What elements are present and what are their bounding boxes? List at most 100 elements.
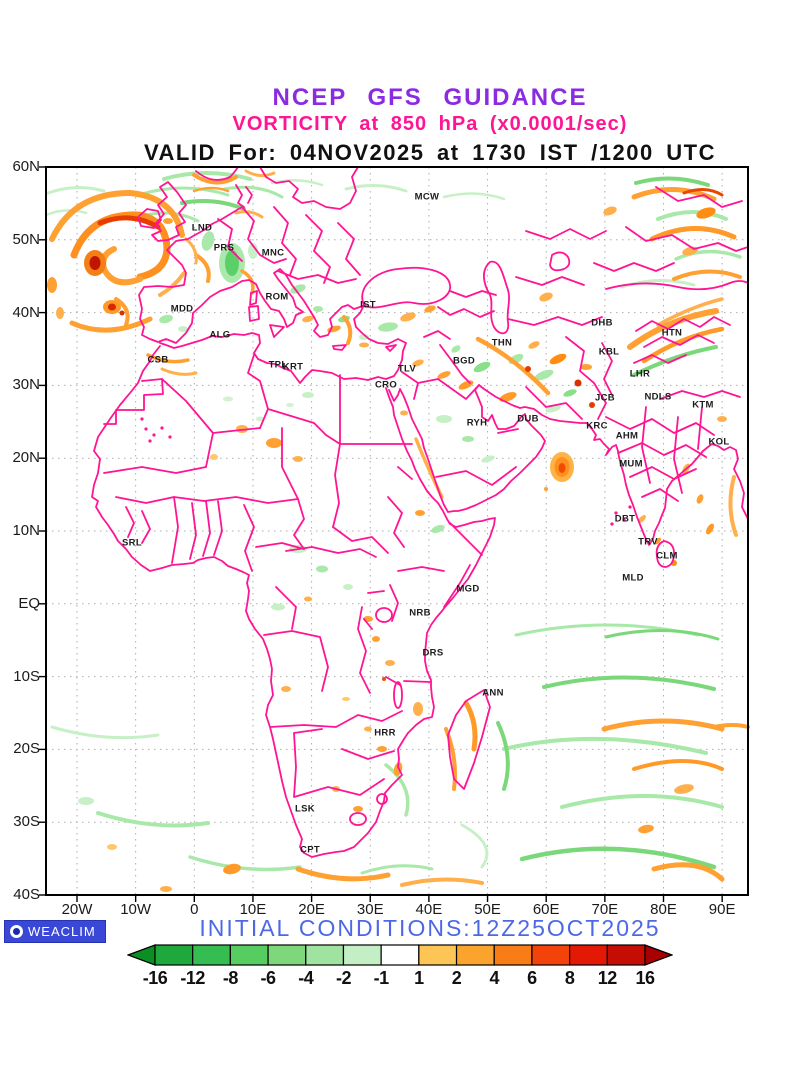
city-label: NDLS <box>644 391 672 403</box>
city-label: MDD <box>170 303 194 315</box>
colorbar-tick-label: 2 <box>451 968 462 988</box>
city-label: CSB <box>147 354 169 366</box>
logo-ring-icon <box>10 925 23 938</box>
chart-subtitle: VORTICITY at 850 hPa (x0.0001/sec) <box>232 113 628 135</box>
colorbar-tick-label: -8 <box>222 968 239 988</box>
colorbar-tick-label: -2 <box>335 968 352 988</box>
city-label: BGD <box>452 355 476 367</box>
city-label: MLD <box>622 572 644 584</box>
lat-tick-label: 20S <box>13 740 40 758</box>
city-label: ALG <box>209 329 231 341</box>
lat-tick-label: 40S <box>13 886 40 903</box>
colorbar-cell <box>305 944 345 966</box>
city-label: NRB <box>409 607 431 619</box>
city-label: DHB <box>591 317 613 329</box>
colorbar-cell <box>342 944 382 966</box>
city-label: THN <box>491 337 513 349</box>
lon-tick-label: 40E <box>415 901 443 918</box>
colorbar-cell <box>267 944 307 966</box>
lat-tick-label: 10N <box>12 522 40 539</box>
colorbar-cell <box>531 944 571 966</box>
city-label: KTM <box>692 399 714 411</box>
city-label: HTN <box>661 327 683 339</box>
lat-tick-label: 60N <box>12 158 40 175</box>
city-label: CPT <box>300 844 320 856</box>
lon-tick-label: 70E <box>591 901 619 918</box>
city-label: MNC <box>261 247 285 259</box>
city-label: MGD <box>456 583 480 595</box>
city-label: DUB <box>517 413 539 425</box>
city-label: PRS <box>213 242 235 254</box>
colorbar-scale-labels: -16 -12 -8 -6 -4 -2 -1 1 2 4 6 8 12 16 <box>127 968 673 988</box>
colorbar-tick-label: -6 <box>260 968 277 988</box>
city-label: MCW <box>414 191 440 203</box>
colorbar-cell <box>569 944 608 966</box>
colorbar-cell <box>154 944 194 966</box>
city-label: LND <box>191 222 213 234</box>
grid-lines <box>46 167 748 895</box>
lat-tick-label: 20N <box>12 449 40 467</box>
city-label: AHM <box>615 430 639 442</box>
map-frame <box>45 166 749 896</box>
colorbar-cell <box>380 944 420 966</box>
lon-tick-label: 80E <box>650 901 677 918</box>
colorbar-svg <box>126 944 674 966</box>
longitude-axis: 20W 10W 0 10E 20E 30E 40E 50E 60E 70E 80E 90E <box>46 895 748 919</box>
city-label: KBL <box>598 346 620 358</box>
weaclim-logo: WEACLIM <box>4 920 106 943</box>
city-label: KOL <box>708 436 730 448</box>
lon-tick-label: 30E <box>356 901 384 918</box>
city-label: SRL <box>122 537 142 549</box>
city-label: DRS <box>422 647 444 659</box>
latitude-axis: 60N 50N 40N 30N 20N 10N EQ 10S 20S 30S 40S <box>0 158 40 903</box>
colorbar-tick-label: 12 <box>597 968 618 988</box>
negative-vorticity-shading <box>44 171 742 875</box>
city-label: LHR <box>629 368 651 380</box>
colorbar-tick-label: 8 <box>564 968 575 988</box>
city-label: TRV <box>638 536 658 548</box>
city-label: MUM <box>619 458 643 470</box>
lat-tick-label: 30S <box>13 813 40 831</box>
colorbar-tick-label: -1 <box>373 968 390 988</box>
city-label: LSK <box>295 803 315 815</box>
colorbar-tick-label: 16 <box>635 968 655 988</box>
colorbar-tick-label: -4 <box>298 968 314 988</box>
colorbar-cell <box>418 944 458 966</box>
colorbar-left-arrow <box>126 944 156 966</box>
lon-tick-label: 60E <box>532 901 560 918</box>
lat-tick-label: 50N <box>12 230 40 248</box>
lat-tick-label: 30N <box>12 376 40 394</box>
city-label: HRR <box>374 727 396 739</box>
lon-tick-label: 50E <box>474 901 501 918</box>
city-label: KRT <box>282 361 304 373</box>
city-label: TLV <box>397 363 417 375</box>
lat-tick-label: 10S <box>13 667 40 685</box>
colorbar-tick-label: -12 <box>180 968 205 988</box>
page-title: NCEP GFS GUIDANCE <box>272 84 588 111</box>
city-labels-layer: MCW LND PRS MNC ROM IST MDD ALG CSB TPL KRT THN BGD T… <box>46 167 748 895</box>
map-canvas <box>39 166 750 902</box>
colorbar-right-arrow <box>644 944 674 966</box>
colorbar-cell <box>192 944 231 966</box>
axis-ticks <box>39 166 723 902</box>
city-label: TPL <box>268 359 288 371</box>
lon-tick-label: 10W <box>120 901 152 918</box>
city-label: ANN <box>482 687 504 699</box>
city-label: CRO <box>374 379 398 391</box>
logo-text: WEACLIM <box>28 924 96 939</box>
valid-time-line: VALID For: 04NOV2025 at 1730 IST /1200 U… <box>144 140 716 165</box>
colorbar-cell <box>229 944 269 966</box>
colorbar-cell <box>455 944 495 966</box>
city-label: DBT <box>614 513 636 525</box>
lon-tick-label: 0 <box>190 901 199 918</box>
colorbar-tick-label: -16 <box>142 968 168 988</box>
coastlines <box>91 166 749 858</box>
city-label: IST <box>360 299 376 311</box>
colorbar-tick-label: 1 <box>414 968 424 988</box>
colorbar <box>126 944 674 966</box>
colorbar-cell <box>606 944 646 966</box>
city-label: RYH <box>466 417 488 429</box>
city-label: JCB <box>595 392 615 404</box>
lon-tick-label: 10E <box>239 901 267 918</box>
